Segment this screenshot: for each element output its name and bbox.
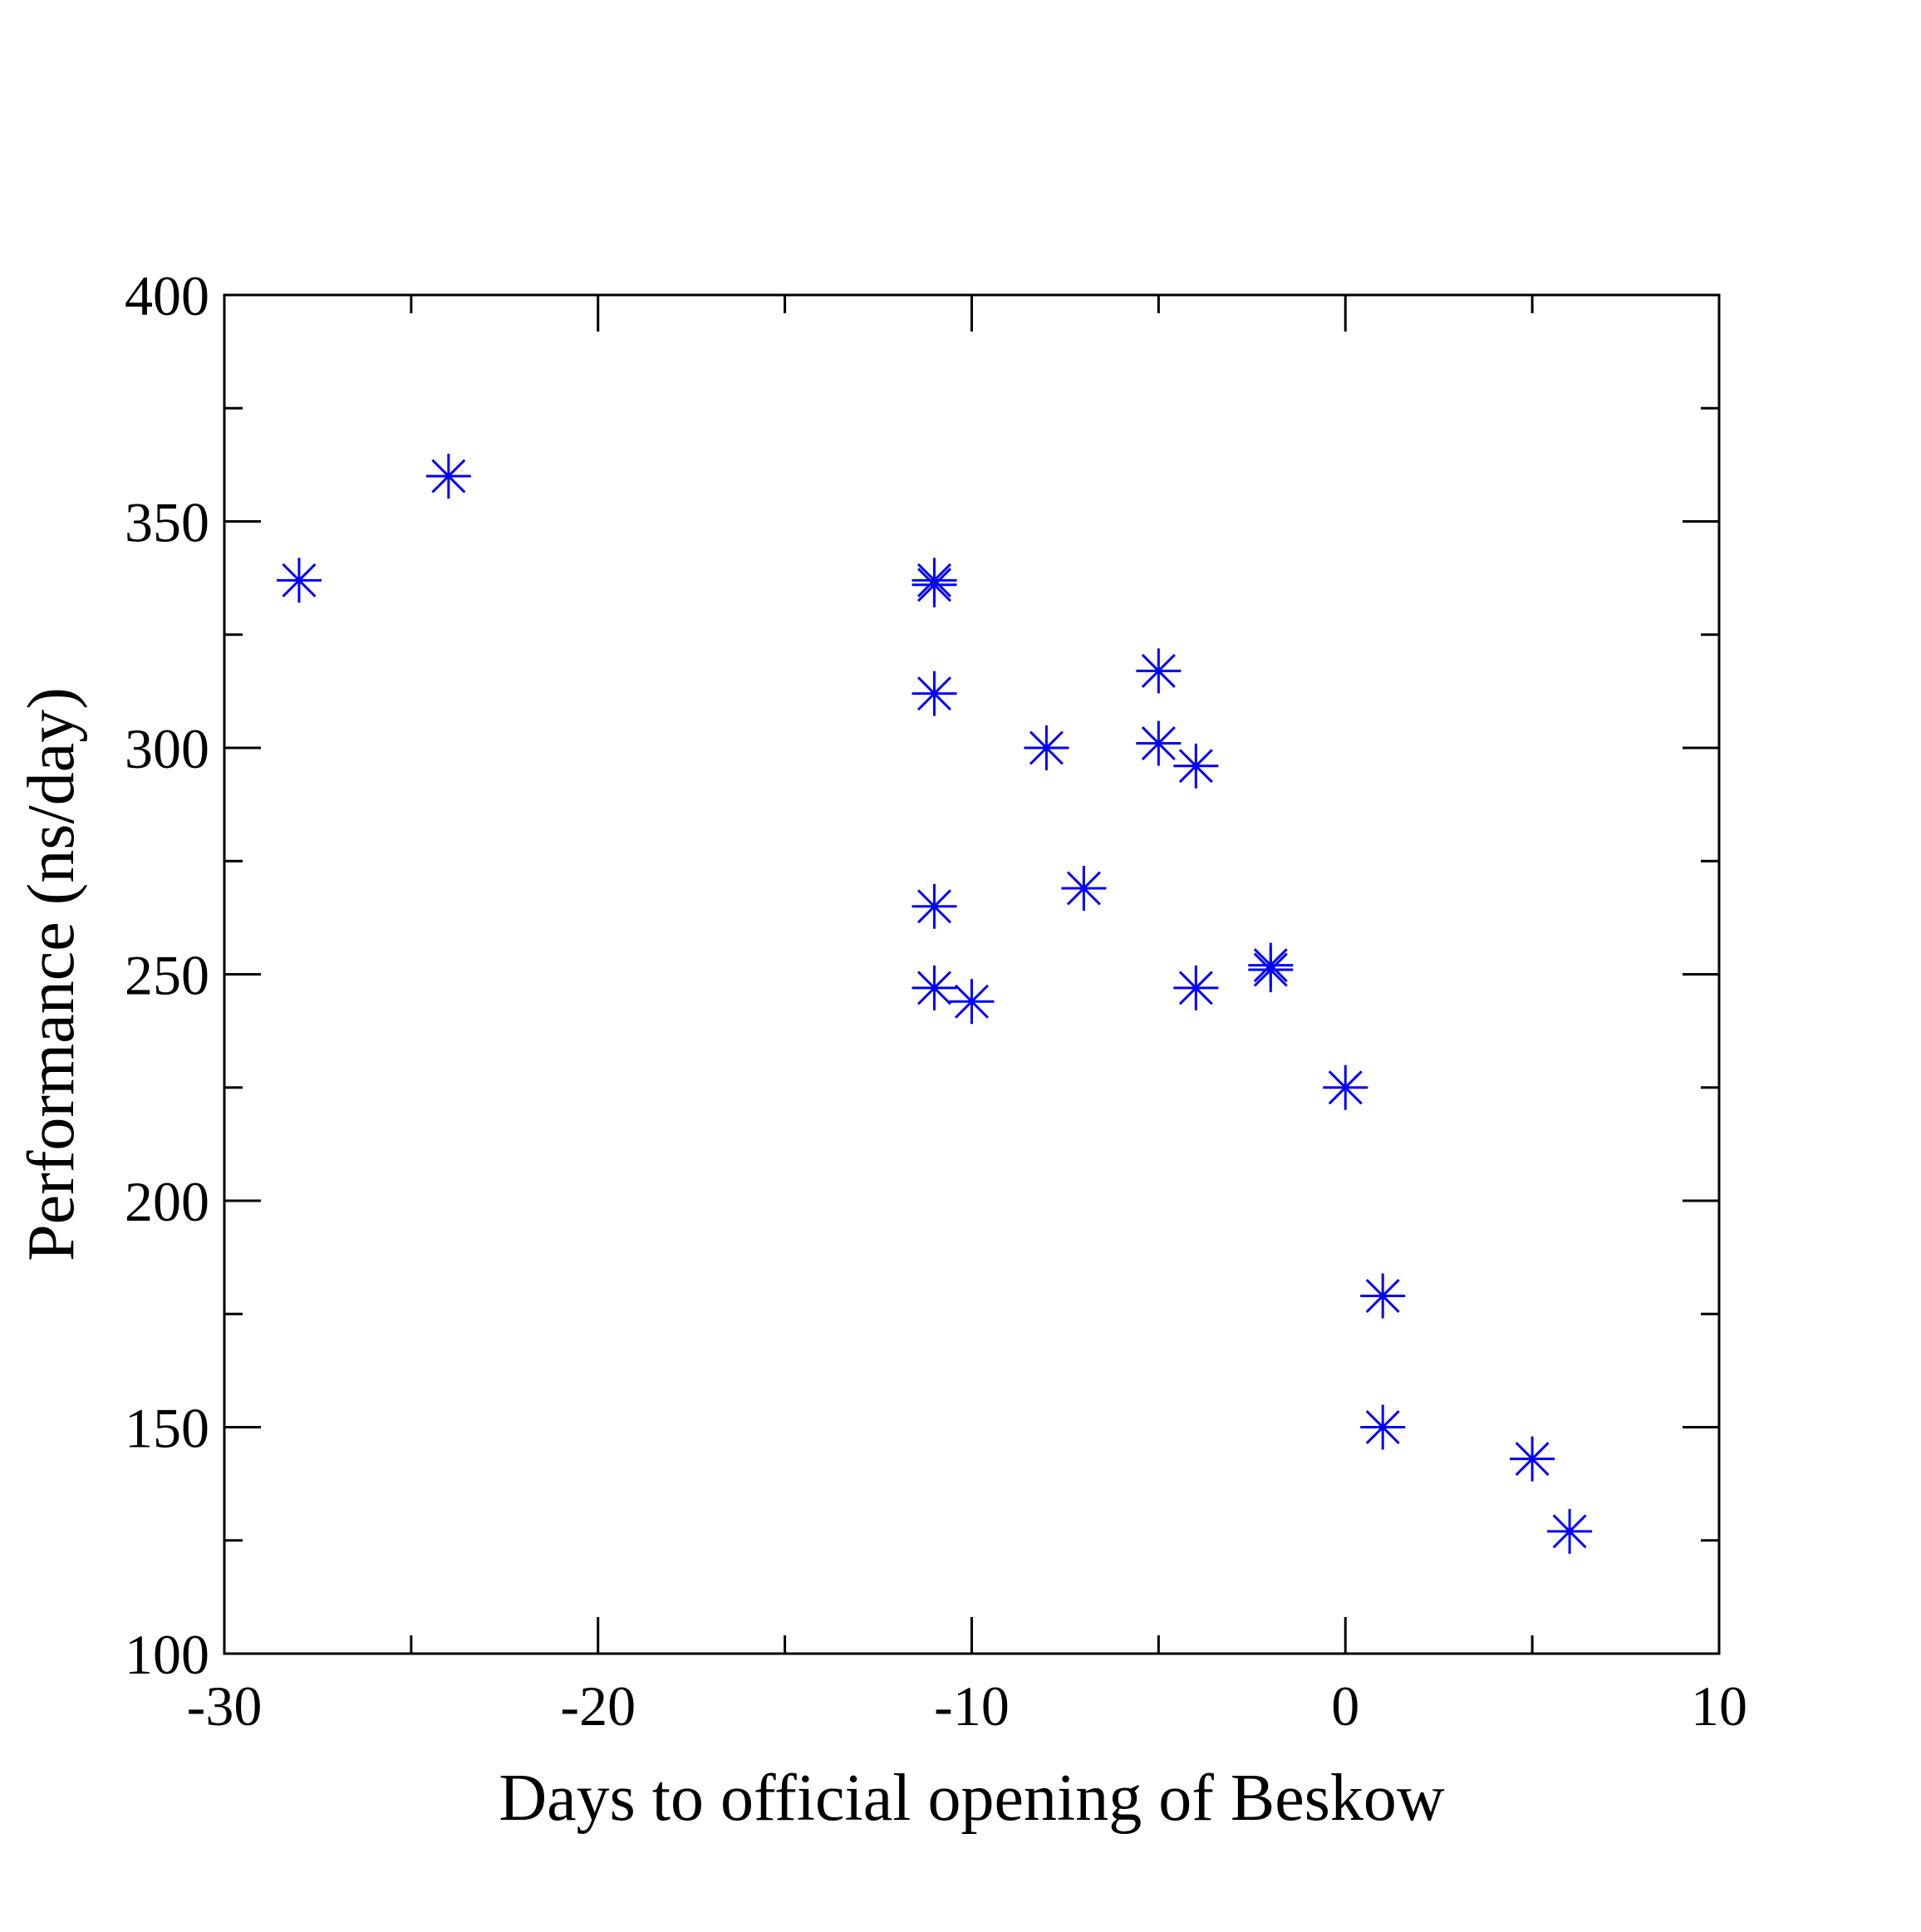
data-point — [276, 558, 322, 603]
data-point — [911, 562, 957, 607]
x-tick-label: 0 — [1331, 1674, 1359, 1738]
data-point — [1323, 1064, 1368, 1110]
data-point — [949, 979, 995, 1025]
data-point — [1061, 865, 1107, 911]
y-axis-label: Performance (ns/day) — [15, 687, 88, 1261]
y-tick-label: 350 — [125, 491, 209, 554]
y-tick-label: 400 — [125, 264, 209, 327]
data-point — [911, 965, 957, 1010]
axis-tick-labels: -30 -20 -10 0 10 100 150 200 250 300 350 400 — [125, 264, 1747, 1738]
data-point — [1136, 648, 1182, 694]
x-tick-label: -30 — [187, 1674, 263, 1738]
y-tick-label: 250 — [125, 944, 209, 1007]
data-point — [1173, 743, 1219, 789]
data-point — [1360, 1404, 1406, 1450]
y-tick-label: 200 — [125, 1170, 209, 1233]
data-point — [425, 454, 471, 499]
x-tick-label: -10 — [934, 1674, 1010, 1738]
data-point — [1547, 1508, 1593, 1554]
plot-frame — [223, 293, 1721, 1655]
y-tick-label: 100 — [125, 1623, 209, 1686]
data-point — [1136, 720, 1182, 766]
data-point — [1173, 965, 1219, 1010]
data-point — [911, 671, 957, 716]
data-point — [1360, 1273, 1406, 1319]
axis-ticks — [223, 293, 1721, 1655]
data-point — [911, 883, 957, 929]
x-tick-label: 10 — [1691, 1674, 1747, 1738]
data-point — [1024, 725, 1069, 770]
y-tick-label: 300 — [125, 717, 209, 780]
y-tick-label: 150 — [125, 1397, 209, 1460]
plot-area — [223, 293, 1721, 1655]
data-point — [1248, 947, 1294, 993]
x-axis-label: Days to official opening of Beskow — [499, 1762, 1445, 1835]
x-tick-label: -20 — [560, 1674, 636, 1738]
data-markers — [276, 454, 1593, 1554]
data-point — [1510, 1436, 1555, 1482]
